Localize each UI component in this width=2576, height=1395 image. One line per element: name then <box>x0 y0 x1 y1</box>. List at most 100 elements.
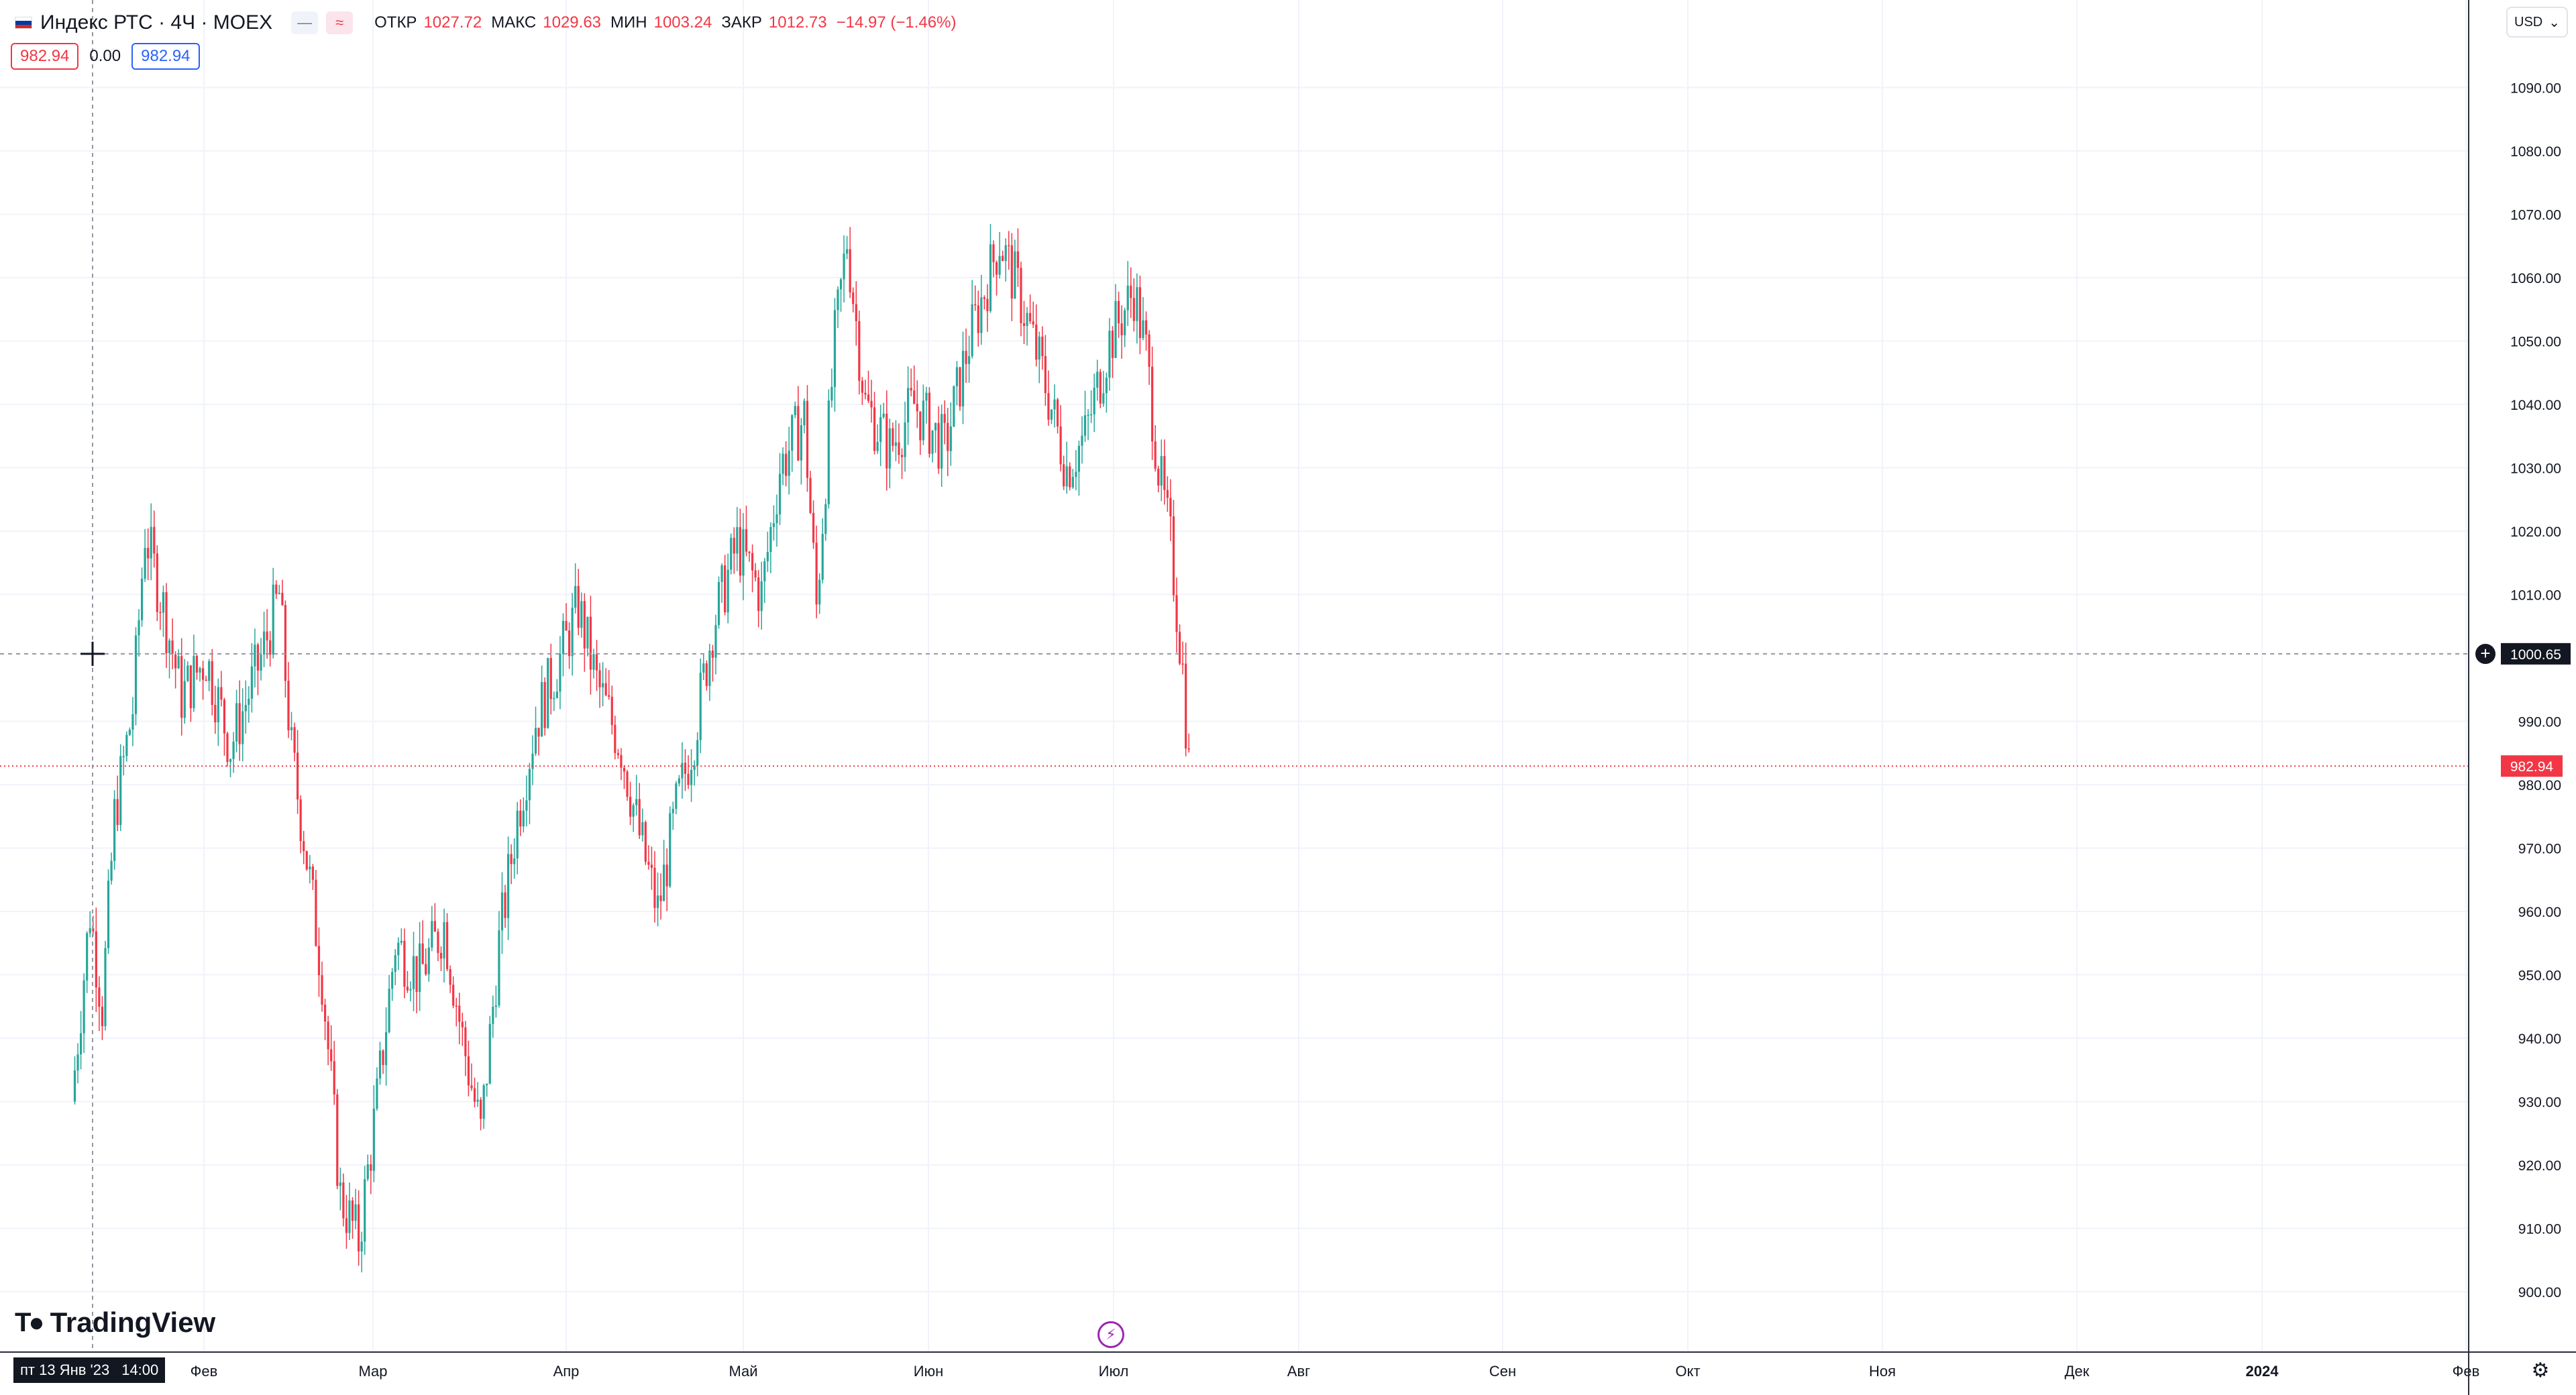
candle-up <box>1096 372 1099 388</box>
time-tick-label: Фев <box>191 1363 218 1380</box>
price-tick-label: 900.00 <box>2518 1285 2561 1300</box>
candle-up <box>248 698 250 706</box>
candle-down <box>928 392 931 454</box>
candle-up <box>675 783 678 809</box>
price-tick-label: 960.00 <box>2518 905 2561 920</box>
candle-down <box>1157 468 1160 486</box>
candle-up <box>1124 310 1126 335</box>
candle-down <box>873 407 876 451</box>
candle-down <box>275 584 278 594</box>
candle-down <box>577 585 580 628</box>
candles <box>73 223 1190 1273</box>
tradingview-logo[interactable]: T● TradingView <box>15 1306 215 1339</box>
plus-circle-icon[interactable]: + <box>2475 643 2496 664</box>
candle-up <box>656 895 659 908</box>
candle-up <box>717 581 720 625</box>
candle-up <box>162 592 165 613</box>
candle-down <box>892 428 894 446</box>
candle-up <box>561 620 565 654</box>
candle-down <box>1154 441 1157 469</box>
candle-down <box>916 404 918 412</box>
wave-icon[interactable]: ≈ <box>326 11 354 34</box>
candle-up <box>254 645 256 667</box>
candle-up <box>138 620 140 636</box>
candle-down <box>458 1005 461 1022</box>
candle-down <box>995 262 998 275</box>
candle-up <box>128 730 131 735</box>
candle-down <box>425 964 427 974</box>
time-tick-label: Окт <box>1675 1363 1700 1380</box>
candle-down <box>849 249 851 292</box>
candle-up <box>360 1241 363 1251</box>
candle-down <box>174 654 177 669</box>
candle-up <box>1102 393 1105 404</box>
candle-up <box>366 1164 369 1180</box>
candle-up <box>400 940 402 943</box>
candle-down <box>382 1050 384 1065</box>
candle-up <box>122 756 125 757</box>
candle-down <box>1010 245 1013 299</box>
candle-up <box>559 653 561 692</box>
time-tick-label: Апр <box>553 1363 580 1380</box>
gear-icon[interactable]: ⚙ <box>2531 1359 2550 1382</box>
candle-down <box>898 442 900 455</box>
candle-up <box>760 581 763 612</box>
candle-up <box>803 400 806 426</box>
lightning-icon[interactable]: ⚡ <box>1097 1321 1124 1348</box>
candle-up <box>553 698 555 700</box>
candle-down <box>327 1021 329 1050</box>
candle-down <box>269 640 272 655</box>
candle-down <box>867 394 870 401</box>
candle-down <box>214 705 217 723</box>
symbol-title[interactable]: Индекс РТС · 4Ч · MOEX <box>40 11 273 34</box>
candle-down <box>1032 321 1034 325</box>
candle-down <box>1187 748 1190 750</box>
candle-down <box>223 700 226 734</box>
candle-up <box>177 656 180 669</box>
candle-up <box>482 1085 485 1119</box>
candle-down <box>947 423 949 451</box>
candle-down <box>351 1200 354 1221</box>
candle-down <box>626 771 629 797</box>
candle-down <box>284 605 287 681</box>
candle-up <box>431 921 433 948</box>
candle-up <box>953 386 955 427</box>
candle-down <box>1163 455 1166 490</box>
candle-down <box>815 543 818 605</box>
candle-down <box>1111 331 1114 358</box>
candle-down <box>757 577 760 612</box>
price-tick-label: 1040.00 <box>2510 398 2561 413</box>
candle-down <box>1181 663 1184 665</box>
candle-down <box>650 864 653 868</box>
minus-icon[interactable]: — <box>291 11 319 34</box>
candle-up <box>516 810 519 858</box>
candle-down <box>1120 323 1123 335</box>
candle-up <box>586 616 589 649</box>
candle-up <box>290 727 293 730</box>
candle-up <box>208 661 211 681</box>
candle-down <box>1002 256 1004 262</box>
candle-down <box>983 297 985 299</box>
candle-down <box>565 620 568 631</box>
candle-up <box>690 769 693 785</box>
crosshair-time: 14:00 <box>121 1361 159 1378</box>
candle-up <box>262 631 266 655</box>
candle-up <box>525 800 528 811</box>
candle-down <box>1016 251 1020 268</box>
price-tick-label: 1030.00 <box>2510 461 2561 477</box>
candle-down <box>1041 336 1044 356</box>
candle-up <box>513 858 516 864</box>
indicator-values: 982.94 0.00 982.94 <box>11 43 200 70</box>
candle-up <box>766 552 769 561</box>
candle-up <box>1004 245 1007 262</box>
candle-down <box>445 922 449 970</box>
candle-up <box>846 249 849 254</box>
candle-up <box>775 514 778 524</box>
candle-up <box>839 279 843 290</box>
candle-down <box>211 661 213 706</box>
crosshair-date: пт 13 Янв '23 <box>20 1361 110 1378</box>
candle-up <box>818 579 821 605</box>
currency-selector[interactable]: USD ⌄ <box>2506 7 2568 38</box>
candle-up <box>193 656 195 708</box>
